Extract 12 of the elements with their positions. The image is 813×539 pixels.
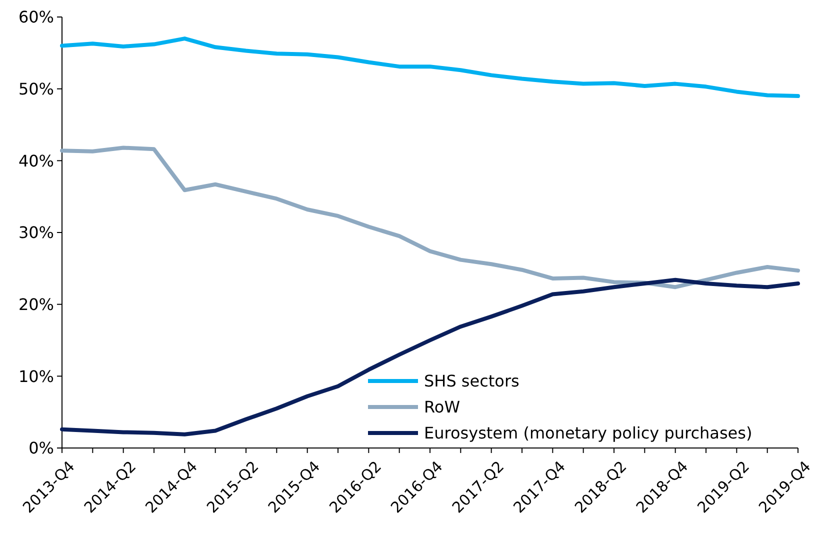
y-tick-label: 20%	[18, 294, 54, 314]
y-tick-label: 40%	[18, 151, 54, 170]
y-tick-label: 30%	[18, 223, 54, 242]
y-tick-label: 50%	[18, 79, 54, 98]
legend-label: RoW	[424, 398, 460, 417]
y-tick-label: 10%	[18, 366, 54, 386]
y-tick-label: 60%	[18, 8, 54, 27]
legend-label: Eurosystem (monetary policy purchases)	[424, 424, 752, 443]
legend-label: SHS sectors	[424, 372, 520, 391]
y-tick-label: 0%	[28, 438, 54, 458]
line-series	[60, 36, 800, 98]
line-series	[60, 146, 800, 290]
